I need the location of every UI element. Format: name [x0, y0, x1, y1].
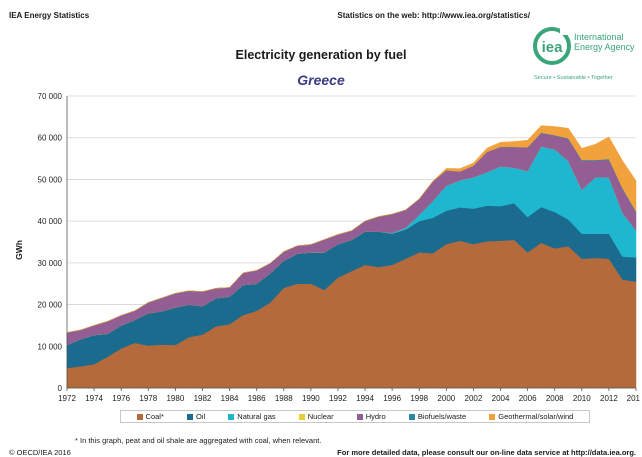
footnote: * In this graph, peat and oil shale are …	[75, 436, 322, 445]
iea-logo: iea International Energy Agency Secure •…	[530, 22, 638, 82]
x-tick-label: 1982	[194, 394, 212, 403]
legend-swatch	[356, 413, 363, 420]
chart-areas	[66, 125, 637, 389]
x-tick-label: 1990	[302, 394, 320, 403]
y-tick-label: 70 000	[38, 92, 63, 101]
legend-swatch	[298, 413, 305, 420]
legend-label: Geothermal/solar/wind	[498, 412, 574, 421]
legend-label: Oil	[196, 412, 206, 421]
x-tick-label: 2008	[546, 394, 564, 403]
legend-label: Natural gas	[237, 412, 276, 421]
x-tick-label: 1998	[410, 394, 428, 403]
chart-axes	[66, 96, 636, 389]
x-tick-label: 2002	[465, 394, 483, 403]
x-tick-label: 2010	[573, 394, 591, 403]
x-tick-label: 2006	[519, 394, 537, 403]
x-tick-label: 1996	[383, 394, 401, 403]
x-tick-label: 1980	[166, 394, 184, 403]
copyright: © OECD/IEA 2016	[9, 448, 71, 457]
logo-line2: Energy Agency	[574, 42, 635, 52]
y-tick-label: 40 000	[38, 217, 63, 226]
more-data-link[interactable]: For more detailed data, please consult o…	[337, 448, 636, 457]
legend-item: Coal*	[136, 412, 164, 421]
x-tick-label: 1974	[85, 394, 103, 403]
legend-swatch	[489, 413, 496, 420]
legend-item: Geothermal/solar/wind	[489, 412, 573, 421]
x-tick-label: 1972	[58, 394, 76, 403]
logo-tagline: Secure • Sustainable • Together	[534, 75, 613, 81]
legend-label: Biofuels/waste	[417, 412, 467, 421]
x-tick-label: 2004	[492, 394, 510, 403]
header-left-text: IEA Energy Statistics	[9, 11, 90, 20]
legend-item: Natural gas	[228, 412, 276, 421]
x-tick-label: 2012	[600, 394, 618, 403]
chart-subtitle: Greece	[297, 72, 345, 88]
legend-item: Oil	[187, 412, 205, 421]
y-tick-label: 60 000	[38, 134, 63, 143]
header-statistics-link[interactable]: Statistics on the web: http://www.iea.or…	[337, 11, 530, 20]
x-tick-label: 1988	[275, 394, 293, 403]
legend-label: Nuclear	[307, 412, 334, 421]
logo-ring-icon	[533, 27, 571, 65]
y-axis-label: GWh	[14, 240, 24, 260]
legend-swatch	[187, 413, 193, 420]
y-tick-label: 20 000	[38, 301, 63, 310]
y-tick-label: 30 000	[38, 259, 63, 268]
legend-swatch	[408, 413, 415, 420]
legend-item: Nuclear	[298, 412, 334, 421]
legend-swatch	[228, 413, 235, 420]
logo-line1: International	[574, 32, 624, 42]
legend-label: Hydro	[365, 412, 386, 421]
x-axis-ticks: 1972 1974 1976 1978 1980 1982 1984 1986 1988 1990…	[58, 388, 641, 403]
x-tick-label: 1992	[329, 394, 347, 403]
x-tick-label: 1986	[248, 394, 266, 403]
legend-swatch	[136, 413, 143, 420]
x-tick-label: 1976	[112, 394, 130, 403]
legend-label: Coal*	[145, 412, 164, 421]
legend-item: Biofuels/waste	[408, 412, 467, 421]
y-tick-label: 10 000	[38, 342, 63, 351]
x-tick-label: 2000	[437, 394, 455, 403]
y-tick-label: 0	[58, 384, 63, 393]
x-tick-label: 1994	[356, 394, 374, 403]
chart-title: Electricity generation by fuel	[235, 48, 407, 62]
y-axis-ticks: 0 10 000 20 000 30 000 40 000 50 000 60 000 70 …	[38, 92, 63, 393]
area-geothermal-solar-wind	[66, 125, 637, 333]
x-tick-label: 201	[627, 394, 641, 403]
x-tick-label: 1978	[139, 394, 157, 403]
chart-plot: 0 10 000 20 000 30 000 40 000 50 000 60 000 70 …	[14, 92, 641, 403]
legend-item: Hydro	[356, 412, 386, 421]
chart-legend: Coal* Oil Natural gas Nuclear Hydro Biofuels/…	[120, 410, 590, 423]
x-tick-label: 1984	[221, 394, 239, 403]
logo-mark: iea	[542, 39, 564, 56]
y-tick-label: 50 000	[38, 175, 63, 184]
